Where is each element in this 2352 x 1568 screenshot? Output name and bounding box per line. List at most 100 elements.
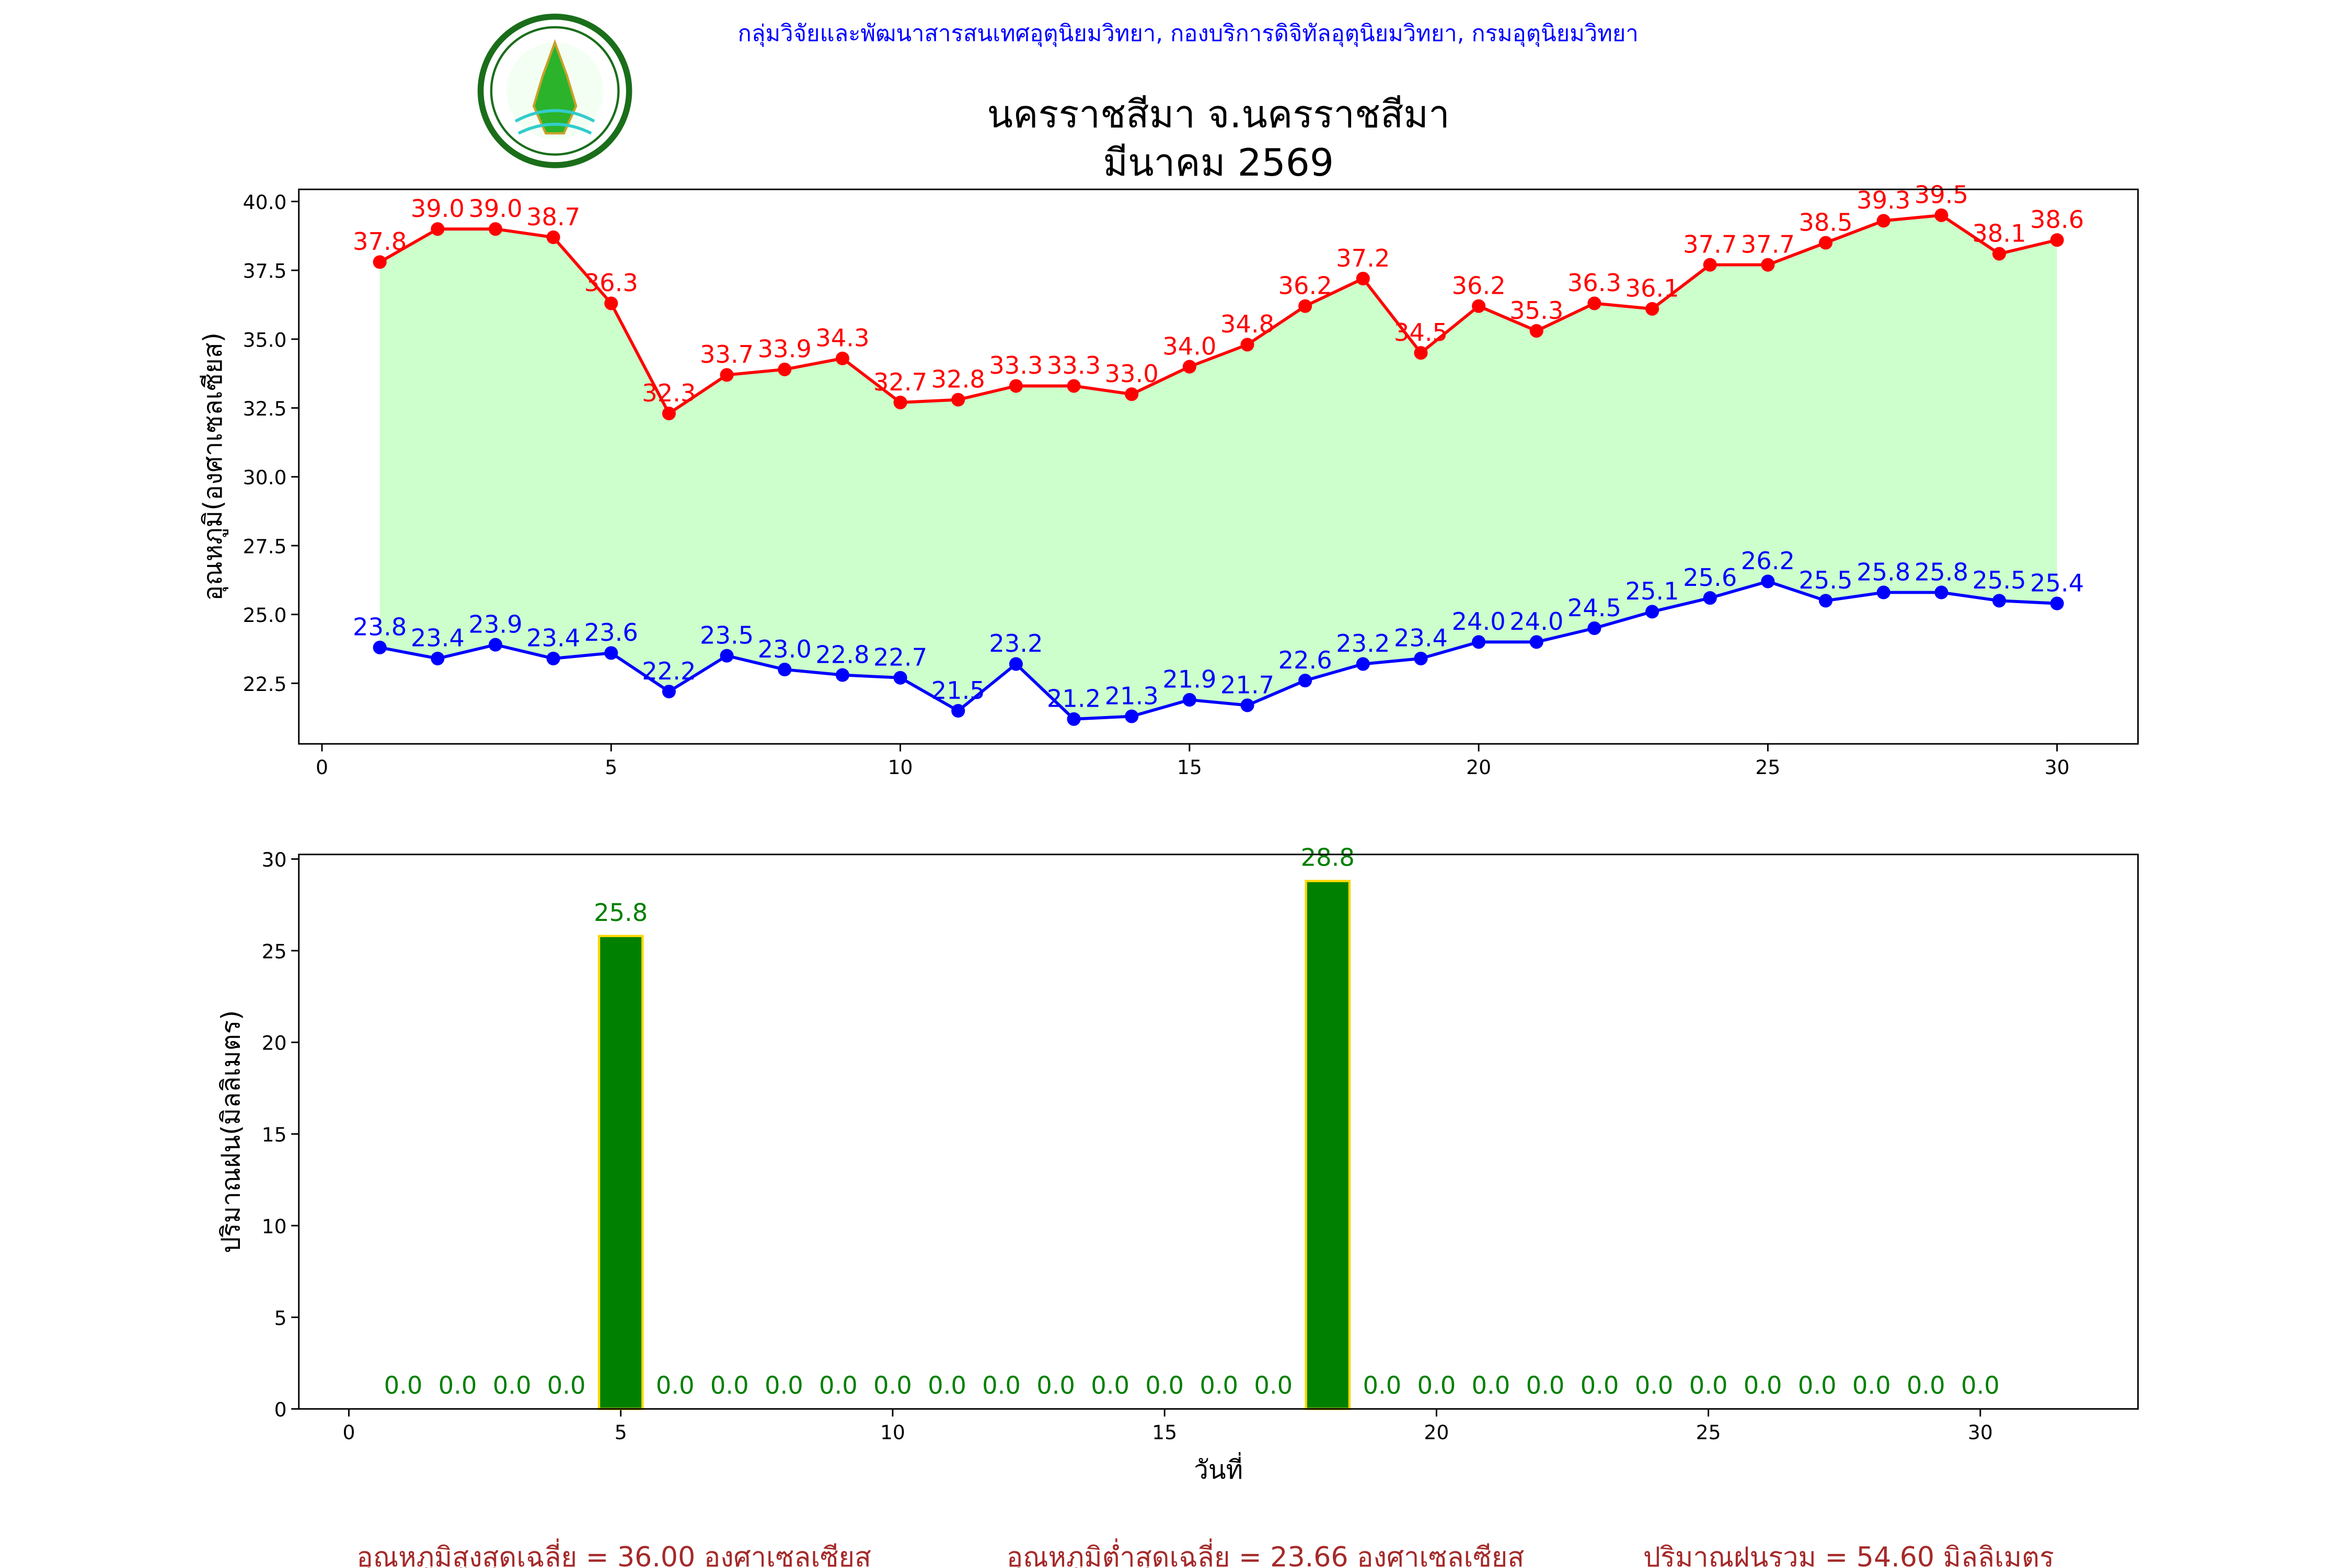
max-temp-label: 33.0 (1105, 360, 1159, 388)
rain-xtick-label: 5 (615, 1421, 627, 1444)
min-temp-label: 22.2 (642, 657, 696, 685)
temp-xtick-label: 25 (1755, 756, 1780, 779)
max-temp-point (1182, 360, 1196, 374)
min-temp-point (1761, 574, 1775, 589)
min-temp-label: 25.8 (1915, 558, 1968, 586)
max-temp-point (431, 222, 445, 236)
rain-label: 0.0 (493, 1371, 532, 1400)
temp-xtick-label: 0 (316, 756, 328, 779)
rain-plot-frame (298, 854, 2139, 1410)
top-ylabel: อุณหภูมิ(องศาเซลเซียส) (198, 332, 228, 601)
max-temp-point (488, 222, 503, 236)
min-temp-line (379, 580, 2057, 721)
min-temp-label: 25.5 (1798, 566, 1852, 594)
max-temp-label: 33.3 (1047, 351, 1101, 379)
min-temp-label: 21.7 (1220, 671, 1274, 699)
min-temp-label: 24.0 (1451, 607, 1505, 636)
min-temp-label: 23.5 (700, 621, 754, 649)
min-temp-point (373, 640, 387, 654)
rain-label: 0.0 (384, 1371, 423, 1400)
max-temp-label: 37.8 (353, 227, 407, 256)
rain-label: 0.0 (1689, 1371, 1728, 1400)
max-temp-label: 34.5 (1394, 318, 1448, 347)
max-temp-point (951, 393, 965, 407)
max-temp-point (662, 407, 676, 421)
max-temp-point (720, 368, 734, 382)
max-temp-label: 39.3 (1857, 186, 1910, 214)
max-temp-label: 32.7 (873, 368, 927, 396)
max-temp-label: 39.5 (1915, 181, 1968, 209)
max-temp-point (893, 395, 907, 410)
min-temp-point (431, 651, 445, 665)
max-temp-point (604, 296, 618, 310)
min-temp-label: 23.4 (411, 624, 465, 652)
min-temp-label: 23.4 (1394, 624, 1448, 652)
max-temp-label: 32.8 (931, 365, 985, 394)
min-temp-label: 25.6 (1683, 563, 1737, 592)
min-temp-label: 23.4 (526, 624, 580, 652)
rain-label: 0.0 (547, 1371, 586, 1400)
max-temp-point (1472, 299, 1486, 313)
bottom-ylabel: ปริมาณฝน(มิลลิเมตร) (216, 1010, 246, 1253)
min-temp-label: 22.8 (815, 640, 869, 668)
rain-label: 0.0 (1254, 1371, 1293, 1400)
max-temp-point (1009, 379, 1023, 393)
rain-xtick-label: 10 (880, 1421, 905, 1444)
agency-name: กลุ่มวิจัยและพัฒนาสารสนเทศอุตุนิยมวิทยา,… (738, 20, 1639, 47)
min-temp-point (1298, 673, 1312, 688)
rain-label: 0.0 (656, 1371, 695, 1400)
max-temp-point (373, 255, 387, 269)
min-temp-point (720, 649, 734, 663)
rain-label: 0.0 (1798, 1371, 1837, 1400)
avg-min-temp: อุณหภูมิต่ำสุดเฉลี่ย = 23.66 องศาเซลเซีย… (1007, 1538, 1524, 1568)
max-temp-label: 35.3 (1509, 296, 1563, 325)
rain-label: 0.0 (1091, 1371, 1129, 1400)
max-temp-label: 39.0 (468, 194, 522, 223)
max-temp-point (1992, 247, 2007, 261)
max-temp-line (379, 213, 2058, 416)
rain-ytick-label: 5 (274, 1307, 287, 1330)
temp-plot-frame (298, 188, 2139, 745)
min-temp-label: 25.1 (1625, 577, 1679, 605)
max-temp-label: 39.0 (411, 194, 465, 223)
min-temp-point (1009, 657, 1023, 671)
min-temp-point (2050, 596, 2064, 610)
min-temp-point (546, 651, 560, 665)
max-temp-label: 37.7 (1683, 230, 1737, 258)
min-temp-point (951, 704, 965, 718)
max-temp-point (1356, 271, 1370, 286)
temp-ytick-label: 35.0 (243, 328, 287, 351)
min-temp-label: 24.0 (1509, 607, 1563, 636)
max-temp-point (1876, 214, 1890, 228)
min-temp-label: 26.2 (1741, 547, 1795, 575)
min-temp-point (1818, 594, 1833, 608)
max-temp-label: 37.7 (1741, 230, 1795, 258)
min-temp-point (835, 668, 849, 682)
rain-bar (597, 935, 644, 1410)
max-temp-point (778, 362, 792, 376)
rain-label: 0.0 (1417, 1371, 1456, 1400)
rain-xtick-label: 30 (1968, 1421, 1993, 1444)
rain-xtick-label: 20 (1424, 1421, 1449, 1444)
total-rain: ปริมาณฝนรวม = 54.60 มิลลิเมตร (1643, 1542, 2054, 1568)
temp-ytick-label: 40.0 (243, 191, 287, 214)
max-temp-label: 32.3 (642, 379, 696, 407)
temp-xtick-label: 10 (888, 756, 913, 779)
max-temp-label: 36.2 (1278, 271, 1332, 299)
max-temp-label: 34.8 (1220, 310, 1274, 338)
max-temp-label: 34.0 (1162, 332, 1216, 360)
rain-label: 0.0 (1036, 1371, 1075, 1400)
chart-title-line2: มีนาคม 2569 (1103, 141, 1334, 185)
max-temp-label: 38.6 (2030, 205, 2084, 234)
min-temp-label: 23.6 (584, 618, 638, 647)
min-temp-point (1472, 635, 1486, 649)
min-temp-label: 24.5 (1567, 594, 1621, 622)
min-temp-label: 25.8 (1857, 558, 1910, 586)
min-temp-point (1356, 657, 1370, 671)
min-temp-point (1529, 635, 1543, 649)
min-temp-point (662, 685, 676, 699)
min-temp-point (1182, 693, 1196, 707)
rain-label: 25.8 (594, 898, 648, 927)
rain-label: 0.0 (439, 1371, 477, 1400)
